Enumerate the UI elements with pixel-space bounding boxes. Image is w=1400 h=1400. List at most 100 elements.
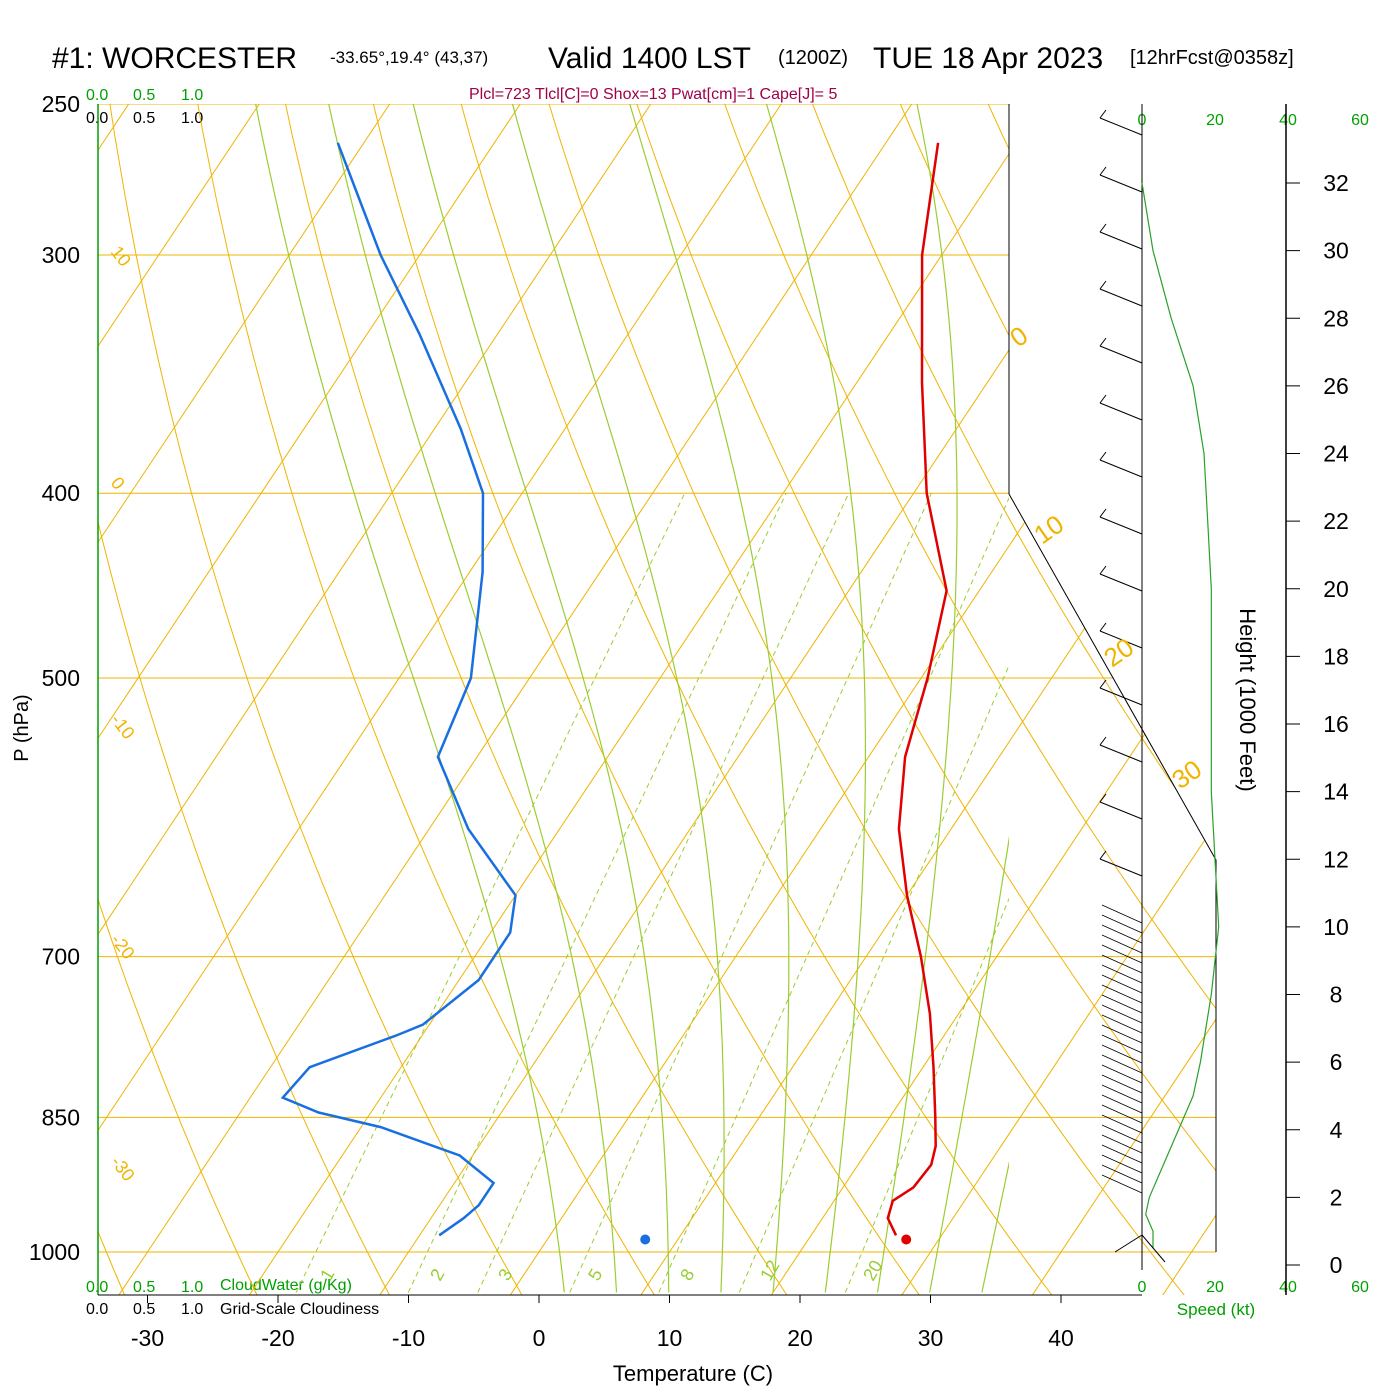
- wind-barb-flag: [1099, 508, 1107, 518]
- wind-barb: [1101, 974, 1143, 994]
- wind-barb-flag: [1099, 736, 1107, 746]
- mixing-ratio-line: [569, 493, 932, 1293]
- wind-barb: [1101, 944, 1143, 964]
- cloudwater-top-tick-0: 0.0: [86, 87, 108, 104]
- isotherm-ext: [1046, 104, 1216, 1295]
- temp-tick-label: 40: [1048, 1325, 1074, 1351]
- wind-barb: [1101, 994, 1143, 1014]
- isotherm: [118, 104, 913, 1295]
- wind-barb: [1141, 1234, 1166, 1263]
- height-tick-label: 2: [1330, 1184, 1343, 1210]
- temp-tick-label: -20: [261, 1325, 294, 1351]
- height-tick-label: 16: [1323, 711, 1349, 737]
- plot-frame: [97, 104, 1287, 1296]
- station-coords: -33.65°,19.4° (43,37): [330, 48, 488, 67]
- dry-adiabat: [372, 104, 920, 1295]
- dry-adiabat: [197, 104, 655, 1295]
- wind-barb: [1099, 117, 1143, 136]
- dry-adiabat: [812, 104, 1009, 520]
- isotherm: [901, 1133, 1009, 1295]
- isotherm-ext: [0, 0, 774, 1400]
- mixing-ratio-line: [407, 492, 787, 1293]
- wind-barb-flag: [1099, 337, 1107, 347]
- dry-adiabat: [460, 104, 1009, 1238]
- pressure-tick-label: 300: [42, 242, 80, 268]
- temp-tick-label: 10: [657, 1325, 683, 1351]
- wind-barb-flag: [1099, 850, 1107, 860]
- cloudwater-top-tick-2: 1.0: [181, 87, 203, 104]
- isotherm: [98, 104, 521, 740]
- dry-adiabat-ext: [192, 70, 677, 1331]
- speed-top-tick-2: 40: [1279, 112, 1297, 129]
- wind-barb-flag: [1099, 280, 1107, 290]
- zulu-time: (1200Z): [778, 47, 848, 69]
- wind-barb: [1101, 1064, 1143, 1084]
- height-tick-label: 10: [1323, 914, 1349, 940]
- wind-barb: [1101, 984, 1143, 1004]
- height-tick-label: 20: [1323, 576, 1349, 602]
- right-boundary: [1008, 104, 1217, 1252]
- isotherm: [1047, 0, 1400, 1400]
- dry-adiabat: [1147, 70, 1400, 1331]
- cloudiness-bottom-tick-2: 1.0: [181, 1301, 203, 1318]
- wind-barb: [1099, 231, 1143, 250]
- moist-adiabat: [765, 104, 866, 1293]
- mixing-ratio-line: [738, 664, 1009, 1293]
- wind-barb: [1101, 1014, 1143, 1034]
- moist-adiabat: [255, 104, 565, 1293]
- pressure-tick-label: 400: [42, 480, 80, 506]
- dry-adiabat: [285, 104, 788, 1295]
- dry-adiabat-ext: [105, 70, 543, 1331]
- wind-barb-flag: [1099, 793, 1107, 803]
- isotherm-ext: [1009, 104, 1036, 1295]
- isotherm-label: -20: [107, 930, 139, 963]
- dewpoint-line: [280, 142, 517, 1237]
- isotherm: [509, 545, 1009, 1295]
- isotherm-ext: [1009, 104, 1216, 1295]
- isotherm-ext: [1009, 104, 1216, 1295]
- temperature-line: [886, 142, 948, 1236]
- wind-profile: [1099, 109, 1220, 1263]
- wind-barb: [1101, 1144, 1143, 1164]
- isotherm-label: 20: [1098, 632, 1139, 673]
- isotherm-ext: [1009, 104, 1216, 1295]
- pressure-tick-label: 500: [42, 665, 80, 691]
- wind-barb: [1099, 630, 1143, 649]
- mixing-ratio-label: 2: [426, 1265, 448, 1284]
- mixing-ratio-label: 8: [676, 1265, 698, 1284]
- station-title: #1: WORCESTER: [52, 42, 297, 75]
- height-tick-label: 28: [1323, 305, 1349, 331]
- wind-barb: [1099, 858, 1143, 877]
- moist-adiabat: [876, 104, 958, 1293]
- dry-adiabat: [548, 104, 1009, 1059]
- isotherm: [379, 349, 1009, 1295]
- isotherm-label: 30: [1166, 754, 1207, 795]
- sounding-series: [280, 142, 948, 1245]
- wind-barb: [1099, 801, 1143, 820]
- wind-barb-flag: [1099, 166, 1107, 176]
- pressure-tick-label: 850: [42, 1104, 80, 1130]
- isotherm: [98, 104, 130, 152]
- isotherm-label: 10: [107, 242, 135, 270]
- cloudiness-label: Grid-Scale Cloudiness: [220, 1301, 379, 1318]
- valid-time: Valid 1400 LST: [548, 42, 751, 75]
- height-tick-label: 12: [1323, 846, 1349, 872]
- isotherm-label: -10: [107, 710, 139, 743]
- speed-bottom-tick-3: 60: [1351, 1279, 1369, 1296]
- wind-barb: [1101, 954, 1143, 974]
- wind-barb: [1101, 914, 1143, 934]
- moist-adiabat: [412, 104, 670, 1293]
- wind-barb: [1114, 1234, 1143, 1253]
- wind-barb: [1101, 964, 1143, 984]
- mixing-ratio-label: 12: [756, 1257, 783, 1284]
- wind-barb: [1099, 516, 1143, 535]
- wind-barb: [1101, 934, 1143, 954]
- speed-bottom-tick-1: 20: [1206, 1279, 1224, 1296]
- isotherm-label: 10: [1028, 509, 1069, 550]
- dry-adiabat-ext: [1146, 104, 1216, 1295]
- wind-barb: [1101, 1134, 1143, 1154]
- height-axis-title: Height (1000 Feet): [1235, 608, 1260, 791]
- cloudwater-bottom-tick-2: 1.0: [181, 1279, 203, 1296]
- wind-barb: [1099, 459, 1143, 478]
